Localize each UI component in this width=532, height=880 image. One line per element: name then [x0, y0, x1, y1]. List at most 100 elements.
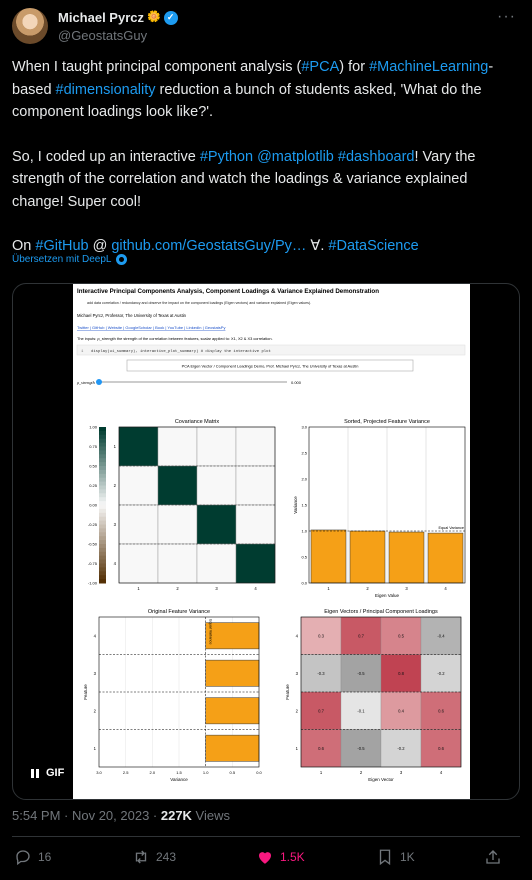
x-tick-label: 2.0	[150, 770, 156, 775]
tweet-paragraph-2: So, I coded up an interactive #Python @m…	[12, 146, 520, 214]
y-tick-label: 3	[94, 671, 97, 676]
more-options-icon[interactable]: ···	[497, 8, 516, 25]
timestamp[interactable]: 5:54 PM · Nov 20, 2023 ·	[12, 808, 161, 823]
bookmark-icon	[379, 849, 391, 866]
colorbar-segment	[99, 446, 106, 451]
cell-value: 0.5	[398, 633, 404, 638]
cell-value: 0.7	[358, 633, 364, 638]
heatmap-cell	[235, 543, 276, 584]
divider	[12, 836, 520, 837]
heatmap-cell	[157, 465, 198, 506]
colorbar-segment	[99, 493, 106, 498]
colorbar-segment	[99, 485, 106, 490]
bookmark-count: 1K	[400, 850, 415, 864]
like-count: 1.5K	[280, 850, 305, 864]
tweet-link[interactable]: @matplotlib	[257, 148, 334, 165]
tweet-text-segment: ∀.	[306, 238, 329, 254]
colorbar-segment	[99, 567, 106, 572]
colorbar-segment	[99, 528, 106, 533]
x-tick-label: 3.0	[96, 770, 102, 775]
tweet-link[interactable]: #dashboard	[337, 148, 415, 165]
media-attachment[interactable]: Interactive Principal Components Analysi…	[12, 283, 520, 800]
tweet-paragraph-3: On #GitHub @ github.com/GeostatsGuy/Py… …	[12, 235, 520, 258]
tweet-link[interactable]: #MachineLearning	[369, 59, 489, 75]
heatmap-cell	[300, 654, 342, 693]
cell-value: 0.8	[398, 671, 404, 676]
author-handle[interactable]: @GeostatsGuy	[58, 28, 148, 43]
colorbar-segment	[99, 505, 106, 510]
y-tick-label: 0.0	[301, 581, 307, 586]
covariance-matrix-chart: Covariance Matrix 1.00 0.75 0.50 0.25 0.00 -0.…	[88, 419, 276, 591]
tweet-link[interactable]: #dimensionality	[55, 81, 156, 98]
colorbar-segment	[99, 547, 106, 553]
colorbar-segment	[99, 442, 106, 447]
like-button[interactable]: 1.5K	[256, 848, 305, 866]
tweet-text-segment: When I taught principal component analys…	[12, 59, 302, 75]
heatmap-cell	[118, 426, 159, 467]
y-tick-label: 4	[296, 633, 299, 638]
media-links: Twitter | GitHub | Website | GoogleSchol…	[77, 325, 225, 330]
colorbar-segment	[99, 501, 106, 506]
colorbar-segment	[99, 454, 106, 459]
views-count: 227K	[160, 808, 192, 823]
translate-link[interactable]: Übersetzen mit DeepL	[12, 254, 127, 265]
colorbar-tick: 0.75	[89, 444, 98, 449]
bar	[205, 622, 260, 650]
heatmap-cell	[420, 691, 462, 730]
tweet-link[interactable]: github.com/GeostatsGuy/Py…	[111, 238, 307, 254]
author-name-row[interactable]: Michael Pyrcz 🌼 ✓	[58, 10, 178, 25]
y-tick-label: 2	[114, 483, 117, 488]
dashboard-banner: PCA Eigen Vector / Component Loadings De…	[182, 364, 359, 369]
tweet-link[interactable]: #DataScience	[328, 238, 419, 254]
cell-value: 0.6	[438, 746, 444, 751]
slider-label: ρ_strength	[76, 380, 95, 385]
slider-thumb[interactable]	[96, 379, 102, 385]
share-icon	[486, 850, 500, 864]
bookmark-button[interactable]: 1K	[376, 848, 415, 866]
gif-badge[interactable]: GIF	[23, 762, 73, 784]
heatmap-cell	[340, 691, 382, 730]
tweet-link[interactable]: #GitHub	[35, 238, 89, 254]
tweet-header: Michael Pyrcz 🌼 ✓ @GeostatsGuy ···	[12, 4, 520, 48]
colorbar-segment	[99, 497, 106, 502]
colorbar-tick: 1.00	[89, 425, 98, 430]
y-tick-label: 3.0	[301, 425, 307, 430]
tweet-link[interactable]: #PCA	[301, 59, 340, 75]
colorbar-segment	[99, 579, 106, 584]
heatmap-cell	[380, 654, 422, 693]
colorbar-tick: -1.00	[88, 581, 98, 586]
plot-frame	[300, 616, 462, 768]
tweet-paragraph-1: When I taught principal component analys…	[12, 56, 520, 124]
colorbar-segment	[99, 434, 106, 440]
heatmap-cell	[196, 504, 237, 545]
heatmap-cell	[340, 654, 382, 693]
reply-button[interactable]: 16	[14, 848, 51, 866]
y-tick-label: 2	[94, 708, 97, 713]
y-tick-label: 4	[114, 561, 117, 566]
cell-value: -0.5	[357, 671, 365, 676]
repost-button[interactable]: 243	[132, 848, 176, 866]
x-tick-label: 4	[444, 586, 447, 591]
views-label: Views	[191, 808, 230, 823]
colorbar-segment	[99, 559, 106, 564]
cell-value: -0.1	[357, 708, 365, 713]
media-title: Interactive Principal Components Analysi…	[77, 288, 379, 295]
heatmap-cell	[380, 616, 422, 655]
translate-label[interactable]: Übersetzen mit DeepL	[12, 254, 112, 265]
tweet-text-segment: reduction a bunch of students asked, 'Wh…	[12, 81, 482, 121]
colorbar-segment	[99, 438, 106, 444]
y-tick-label: 1	[296, 746, 299, 751]
media-inputs-line: The inputs: ρ_strength the strength of t…	[77, 336, 273, 341]
colorbar-segment	[99, 430, 106, 436]
share-button[interactable]	[484, 848, 502, 866]
colorbar-segment	[99, 469, 106, 475]
pause-icon[interactable]	[31, 768, 39, 778]
colorbar-segment	[99, 520, 106, 525]
avatar[interactable]	[12, 8, 48, 44]
cell-value: -0.2	[437, 671, 445, 676]
tweet-link[interactable]: #Python	[199, 148, 254, 165]
cell-value: -0.3	[317, 671, 325, 676]
y-tick-label: 1	[94, 746, 97, 751]
author-name[interactable]: Michael Pyrcz	[58, 10, 144, 25]
plot-frame	[308, 426, 466, 584]
